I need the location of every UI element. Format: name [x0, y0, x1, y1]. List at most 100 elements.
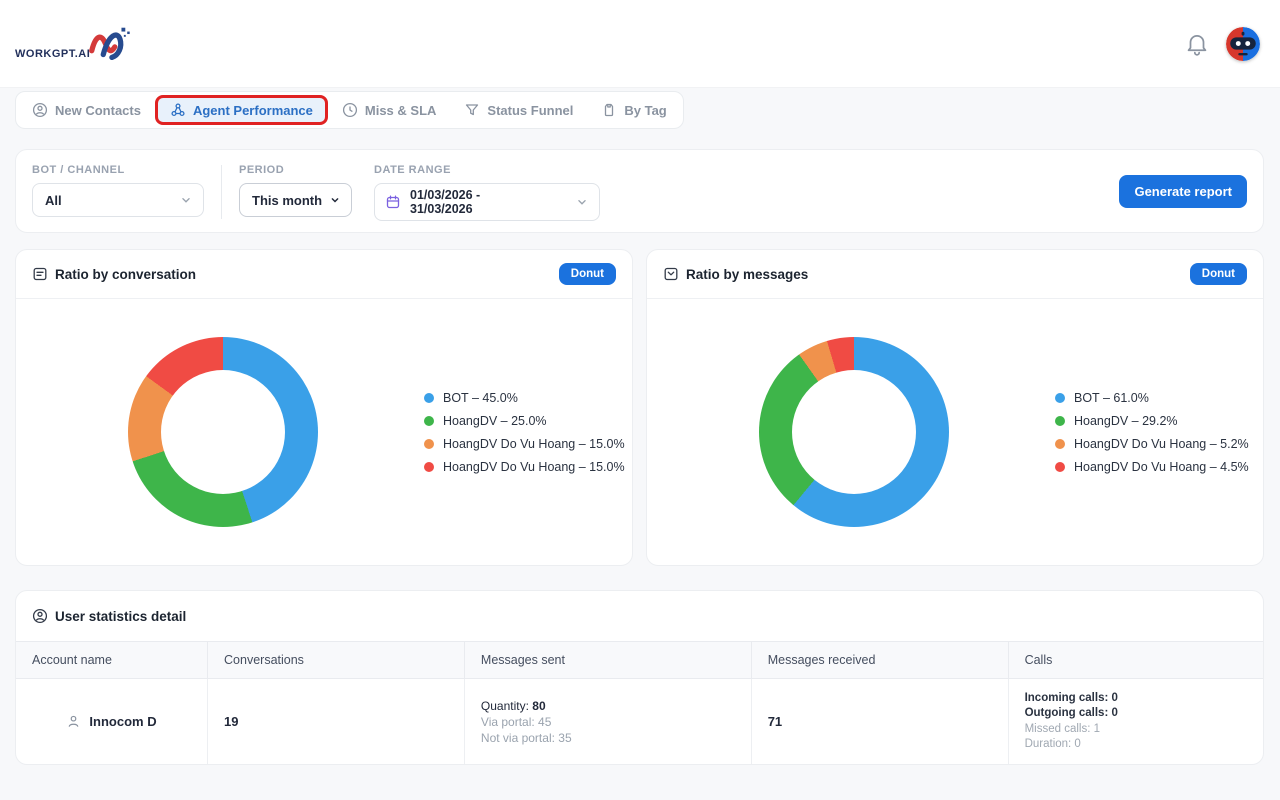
chevron-down-icon [575, 195, 589, 209]
person-icon [66, 714, 81, 729]
bot-channel-label: BOT / CHANNEL [32, 164, 204, 176]
card-title: Ratio by conversation [55, 267, 196, 282]
workgpt-logo[interactable]: WORKGPT.AI [15, 24, 132, 64]
legend-dot [424, 393, 434, 403]
bot-channel-filter: BOT / CHANNEL All [32, 164, 204, 217]
messages-sent-cell: Quantity: 80 Via portal: 45 Not via port… [465, 679, 752, 764]
via-portal-line: Via portal: 45 [481, 714, 735, 730]
incoming-calls-line: Incoming calls: 0 [1025, 691, 1247, 707]
card-header: Ratio by conversation Donut [16, 250, 632, 299]
tab-label: By Tag [624, 103, 666, 118]
legend-item: HoangDV Do Vu Hoang – 4.5% [1055, 456, 1249, 479]
tab-label: Agent Performance [193, 103, 313, 118]
conversation-doc-icon [32, 266, 48, 282]
user-statistics-card: User statistics detail Account name Conv… [15, 590, 1264, 765]
tab-label: Miss & SLA [365, 103, 437, 118]
charts-row: Ratio by conversation Donut BOT – 45.0% … [15, 249, 1264, 566]
donut-ring [759, 337, 949, 527]
tab-status-funnel[interactable]: Status Funnel [450, 95, 587, 125]
legend-item: HoangDV – 29.2% [1055, 410, 1249, 433]
tab-new-contacts[interactable]: New Contacts [18, 95, 155, 125]
date-range-label: DATE RANGE [374, 164, 600, 176]
date-range-filter: DATE RANGE 01/03/2026 - 31/03/2026 [374, 164, 600, 221]
tag-icon [601, 102, 617, 118]
donut-chart-conversation: BOT – 45.0% HoangDV – 25.0% HoangDV Do V… [16, 299, 632, 566]
report-tabs: New Contacts Agent Performance Miss & SL… [15, 91, 684, 129]
column-header-messages-received: Messages received [752, 642, 1009, 678]
date-range-value: 01/03/2026 - 31/03/2026 [410, 188, 480, 216]
funnel-icon [464, 102, 480, 118]
ratio-by-messages-card: Ratio by messages Donut BOT – 61.0% Hoan… [646, 249, 1264, 566]
legend-item: HoangDV Do Vu Hoang – 15.0% [424, 433, 625, 456]
tab-label: New Contacts [55, 103, 141, 118]
period-value: This month [252, 193, 322, 208]
filter-bar: BOT / CHANNEL All PERIOD This month DATE… [15, 149, 1264, 233]
legend-dot [424, 462, 434, 472]
card-header: Ratio by messages Donut [647, 250, 1263, 299]
notification-bell-icon[interactable] [1184, 31, 1210, 57]
conversations-cell: 19 [208, 679, 465, 764]
table-title: User statistics detail [55, 609, 186, 624]
tab-by-tag[interactable]: By Tag [587, 95, 680, 125]
network-nodes-icon [170, 102, 186, 118]
ratio-by-conversation-card: Ratio by conversation Donut BOT – 45.0% … [15, 249, 633, 566]
period-filter: PERIOD This month [239, 164, 374, 217]
legend-dot [1055, 393, 1065, 403]
message-inbox-icon [663, 266, 679, 282]
main-content: New Contacts Agent Performance Miss & SL… [0, 88, 1280, 765]
chart-legend: BOT – 45.0% HoangDV – 25.0% HoangDV Do V… [424, 387, 625, 479]
chevron-down-icon [179, 193, 193, 207]
tab-agent-performance[interactable]: Agent Performance [155, 95, 328, 125]
logo-text: WORKGPT.AI [15, 48, 90, 64]
generate-report-button[interactable]: Generate report [1119, 175, 1247, 208]
calls-cell: Incoming calls: 0 Outgoing calls: 0 Miss… [1009, 679, 1263, 764]
table-title-row: User statistics detail [16, 591, 1263, 641]
donut-hole [792, 370, 916, 494]
legend-dot [1055, 416, 1065, 426]
logo-mark-icon [86, 24, 132, 64]
legend-item: HoangDV – 25.0% [424, 410, 625, 433]
legend-item: HoangDV Do Vu Hoang – 15.0% [424, 456, 625, 479]
user-circle-icon [32, 102, 48, 118]
account-name-cell: Innocom D [16, 679, 208, 764]
quantity-line: Quantity: 80 [481, 698, 735, 714]
donut-toggle-button[interactable]: Donut [1190, 263, 1247, 285]
legend-dot [1055, 462, 1065, 472]
donut-toggle-button[interactable]: Donut [559, 263, 616, 285]
duration-line: Duration: 0 [1025, 737, 1247, 753]
calendar-icon [385, 194, 401, 210]
header-actions [1184, 27, 1260, 61]
column-header-conversations: Conversations [208, 642, 465, 678]
legend-item: HoangDV Do Vu Hoang – 5.2% [1055, 433, 1249, 456]
legend-item: BOT – 61.0% [1055, 387, 1249, 410]
not-via-portal-line: Not via portal: 35 [481, 730, 735, 746]
chevron-down-icon [329, 194, 341, 206]
period-select[interactable]: This month [239, 183, 352, 217]
user-circle-icon [32, 608, 48, 624]
bot-channel-select[interactable]: All [32, 183, 204, 217]
column-header-calls: Calls [1009, 642, 1263, 678]
user-avatar[interactable] [1226, 27, 1260, 61]
legend-dot [424, 439, 434, 449]
legend-dot [424, 416, 434, 426]
clock-icon [342, 102, 358, 118]
table-row: Innocom D 19 Quantity: 80 Via portal: 45… [16, 679, 1263, 764]
app-header: WORKGPT.AI [0, 0, 1280, 88]
donut-ring [128, 337, 318, 527]
date-range-picker[interactable]: 01/03/2026 - 31/03/2026 [374, 183, 600, 221]
legend-dot [1055, 439, 1065, 449]
table-header-row: Account name Conversations Messages sent… [16, 641, 1263, 679]
column-header-account-name: Account name [16, 642, 208, 678]
donut-hole [161, 370, 285, 494]
missed-calls-line: Missed calls: 1 [1025, 722, 1247, 738]
period-label: PERIOD [239, 164, 374, 176]
donut-chart-messages: BOT – 61.0% HoangDV – 29.2% HoangDV Do V… [647, 299, 1263, 566]
tab-miss-sla[interactable]: Miss & SLA [328, 95, 451, 125]
tab-label: Status Funnel [487, 103, 573, 118]
bot-channel-value: All [45, 193, 62, 208]
column-header-messages-sent: Messages sent [465, 642, 752, 678]
filter-divider [221, 165, 222, 219]
card-title: Ratio by messages [686, 267, 808, 282]
chart-legend: BOT – 61.0% HoangDV – 29.2% HoangDV Do V… [1055, 387, 1249, 479]
messages-received-cell: 71 [752, 679, 1009, 764]
